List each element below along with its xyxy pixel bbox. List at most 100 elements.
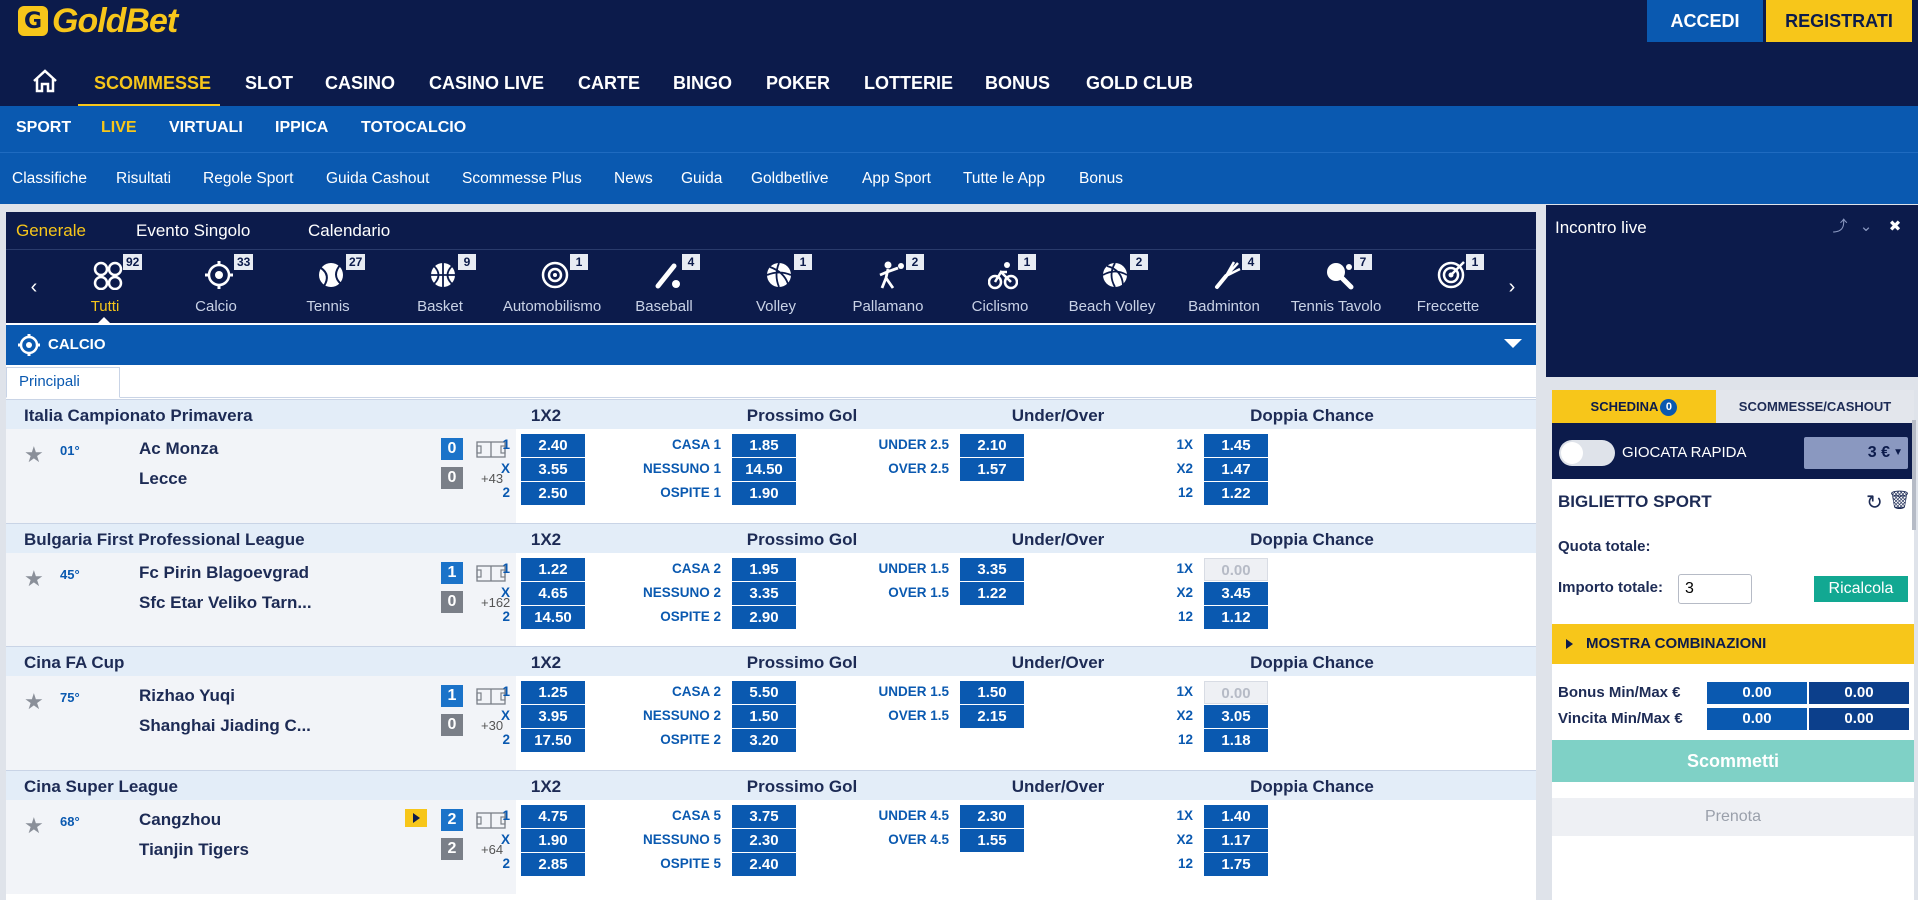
nav-casino-live[interactable]: CASINO LIVE <box>429 73 545 93</box>
odds-button[interactable]: 1.22 <box>521 558 585 581</box>
odds-button[interactable]: 2.10 <box>960 434 1024 457</box>
odds-button[interactable]: 1.40 <box>1204 805 1268 828</box>
tab-generale[interactable]: Generale <box>16 221 86 240</box>
sport-item-pallamano[interactable]: 2 Pallamano <box>832 250 944 324</box>
pitch-stats-icon[interactable] <box>476 441 506 458</box>
odds-button[interactable]: 3.55 <box>521 458 585 481</box>
show-combinations-toggle[interactable]: MOSTRA COMBINAZIONI <box>1552 624 1914 664</box>
link-regole-sport[interactable]: Regole Sport <box>203 170 294 187</box>
sport-item-basket[interactable]: 9 Basket <box>384 250 496 324</box>
pitch-stats-icon[interactable] <box>476 565 506 582</box>
quick-bet-toggle[interactable] <box>1559 440 1615 466</box>
favorite-star-icon[interactable]: ★ <box>24 567 44 592</box>
sport-item-calcio[interactable]: 33 Calcio <box>160 250 272 324</box>
sport-item-tennis-tavolo[interactable]: 7 Tennis Tavolo <box>1280 250 1392 324</box>
nav-casino[interactable]: CASINO <box>325 73 396 93</box>
odds-button[interactable]: 3.75 <box>732 805 796 828</box>
nav-poker[interactable]: POKER <box>766 73 831 93</box>
odds-button[interactable]: 2.85 <box>521 853 585 876</box>
match-info[interactable]: ★ 68° Cangzhou Tianjin Tigers 2 2 +64 <box>6 800 516 894</box>
place-bet-button[interactable]: Scommetti <box>1552 740 1914 782</box>
sport-item-ciclismo[interactable]: 1 Ciclismo <box>944 250 1056 324</box>
odds-button[interactable]: 3.35 <box>732 582 796 605</box>
chevron-down-icon[interactable]: ⌄ <box>1859 217 1873 235</box>
subnav-totocalcio[interactable]: TOTOCALCIO <box>361 119 467 136</box>
odds-button[interactable]: 14.50 <box>521 606 585 629</box>
odds-button[interactable]: 1.90 <box>732 482 796 505</box>
register-button[interactable]: REGISTRATI <box>1766 0 1912 42</box>
odds-button[interactable]: 2.30 <box>732 829 796 852</box>
link-guida[interactable]: Guida <box>681 170 723 187</box>
match-info[interactable]: ★ 45° Fc Pirin Blagoevgrad Sfc Etar Veliko … <box>6 553 516 647</box>
odds-button[interactable]: 1.50 <box>732 705 796 728</box>
odds-button[interactable]: 1.50 <box>960 681 1024 704</box>
favorite-star-icon[interactable]: ★ <box>24 690 44 715</box>
more-markets-count[interactable]: +162 <box>481 595 511 610</box>
sport-item-tennis[interactable]: 27 Tennis <box>272 250 384 324</box>
link-app-sport[interactable]: App Sport <box>862 170 931 187</box>
odds-button[interactable]: 17.50 <box>521 729 585 752</box>
odds-button[interactable]: 2.40 <box>521 434 585 457</box>
odds-button[interactable]: 1.25 <box>521 681 585 704</box>
odds-button[interactable]: 2.40 <box>732 853 796 876</box>
subnav-virtuali[interactable]: VIRTUALI <box>169 119 243 136</box>
home-icon[interactable] <box>30 68 60 94</box>
pitch-stats-icon[interactable] <box>476 688 506 705</box>
odds-button[interactable]: 2.90 <box>732 606 796 629</box>
sport-item-tutti[interactable]: 92 Tutti <box>49 250 161 324</box>
live-video-icon[interactable] <box>405 809 427 827</box>
link-bonus[interactable]: Bonus <box>1079 170 1123 187</box>
odds-button[interactable]: 1.75 <box>1204 853 1268 876</box>
league-name[interactable]: Bulgaria First Professional League <box>24 530 305 549</box>
odds-button[interactable]: 1.18 <box>1204 729 1268 752</box>
tab-calendario[interactable]: Calendario <box>308 221 391 240</box>
scrollbar[interactable] <box>1912 420 1916 530</box>
quick-stake-select[interactable]: 3 € ▼ <box>1804 437 1908 469</box>
link-guida-cashout[interactable]: Guida Cashout <box>326 170 430 187</box>
nav-scommesse[interactable]: SCOMMESSE <box>94 73 212 93</box>
nav-carte[interactable]: CARTE <box>578 73 640 93</box>
pitch-stats-icon[interactable] <box>476 812 506 829</box>
nav-gold-club[interactable]: GOLD CLUB <box>1086 73 1193 93</box>
odds-button[interactable]: 1.22 <box>960 582 1024 605</box>
trash-icon[interactable]: 🗑 <box>1888 490 1911 511</box>
tab-evento-singolo[interactable]: Evento Singolo <box>136 221 251 240</box>
more-markets-count[interactable]: +43 <box>481 471 504 486</box>
section-header-calcio[interactable]: CALCIO <box>6 325 1536 365</box>
favorite-star-icon[interactable]: ★ <box>24 443 44 468</box>
goldbet-logo[interactable]: G GoldBet <box>18 2 178 40</box>
odds-button[interactable]: 14.50 <box>732 458 796 481</box>
link-classifiche[interactable]: Classifiche <box>12 170 87 187</box>
sport-item-beach-volley[interactable]: 2 Beach Volley <box>1056 250 1168 324</box>
tab-schedina[interactable]: SCHEDINA 0 <box>1552 390 1716 423</box>
odds-button[interactable]: 3.05 <box>1204 705 1268 728</box>
match-info[interactable]: ★ 01° Ac Monza Lecce 0 0 +43 <box>6 429 516 523</box>
carousel-prev-icon[interactable]: ‹ <box>30 275 38 298</box>
favorite-star-icon[interactable]: ★ <box>24 814 44 839</box>
league-name[interactable]: Italia Campionato Primavera <box>24 406 253 425</box>
collapse-chevron-icon[interactable] <box>1504 339 1522 348</box>
total-stake-input[interactable] <box>1678 574 1752 604</box>
odds-button[interactable]: 1.95 <box>732 558 796 581</box>
odds-button[interactable]: 1.22 <box>1204 482 1268 505</box>
more-markets-count[interactable]: +64 <box>481 842 504 857</box>
carousel-next-icon[interactable]: › <box>1508 275 1516 298</box>
odds-button[interactable]: 1.45 <box>1204 434 1268 457</box>
pin-icon[interactable]: ⤴ <box>1832 217 1848 235</box>
league-name[interactable]: Cina Super League <box>24 777 178 796</box>
odds-button[interactable]: 1.12 <box>1204 606 1268 629</box>
odds-button[interactable]: 3.95 <box>521 705 585 728</box>
odds-button[interactable]: 1.85 <box>732 434 796 457</box>
odds-button[interactable]: 3.45 <box>1204 582 1268 605</box>
link-risultati[interactable]: Risultati <box>116 170 172 187</box>
odds-button[interactable]: 2.50 <box>521 482 585 505</box>
link-tutte-le-app[interactable]: Tutte le App <box>963 170 1046 187</box>
odds-button[interactable]: 4.75 <box>521 805 585 828</box>
sport-item-baseball[interactable]: 4 Baseball <box>608 250 720 324</box>
more-markets-count[interactable]: +30 <box>481 718 504 733</box>
sport-item-volley[interactable]: 1 Volley <box>720 250 832 324</box>
odds-button[interactable]: 1.17 <box>1204 829 1268 852</box>
sport-item-freccette[interactable]: 1 Freccette <box>1392 250 1504 324</box>
recalculate-button[interactable]: Ricalcola <box>1814 576 1908 602</box>
match-info[interactable]: ★ 75° Rizhao Yuqi Shanghai Jiading C... 1 0 +3… <box>6 676 516 770</box>
